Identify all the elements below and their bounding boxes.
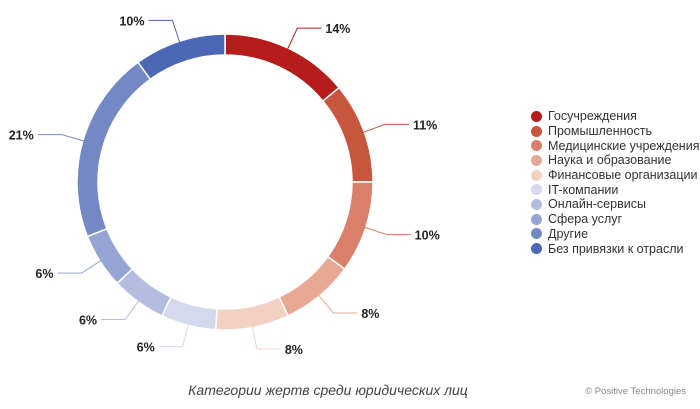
leader-line-1 (286, 27, 322, 51)
leader-line-9 (37, 134, 85, 142)
percent-label-8: 6% (35, 267, 53, 281)
legend-item-7: Онлайн-сервисы (531, 197, 699, 212)
percent-labels: 14% 11% 10% 8% 8% 6% 6% 6% 21% 10% (9, 14, 440, 357)
percent-label-4: 8% (361, 307, 379, 321)
slice-3 (326, 181, 374, 271)
legend-swatch (531, 140, 542, 152)
copyright-notice: © Positive Technologies (585, 386, 686, 397)
legend-label: Сфера услуг (548, 212, 623, 227)
legend-swatch (531, 125, 542, 137)
legend-item-2: Промышленность (531, 124, 699, 139)
slice-9 (76, 61, 152, 238)
legend-label: IT-компании (548, 182, 619, 197)
slice-1 (224, 33, 341, 103)
legend-label: Финансовые организации (548, 168, 698, 183)
legend-swatch (531, 213, 542, 225)
legend-label: Другие (548, 226, 589, 241)
chart-caption: Категории жертв среди юридических лиц (188, 382, 468, 398)
legend-label: Онлайн-сервисы (548, 197, 646, 212)
legend-label: Промышленность (548, 124, 652, 139)
percent-label-6: 6% (137, 341, 155, 355)
legend-label: Без привязки к отрасли (548, 241, 684, 256)
legend-item-10: Без привязки к отрасли (531, 241, 699, 256)
percent-label-9: 21% (9, 129, 34, 143)
legend-item-8: Сфера услуг (531, 212, 699, 227)
percent-label-3: 10% (415, 229, 440, 243)
legend-swatch (531, 184, 542, 196)
percent-label-1: 14% (325, 22, 350, 36)
leader-line-4 (317, 294, 358, 314)
leader-line-3 (363, 226, 411, 236)
legend-swatch (531, 243, 542, 255)
legend-label: Госучреждения (548, 109, 637, 124)
legend-item-9: Другие (531, 227, 699, 242)
percent-label-7: 6% (79, 314, 97, 328)
slice-2 (321, 86, 374, 183)
legend-item-6: IT-компании (531, 182, 699, 197)
legend-swatch (531, 110, 542, 122)
legend: Госучреждения Промышленность Медицинские у… (531, 109, 699, 256)
percent-label-2: 11% (413, 118, 437, 132)
donut-slices (76, 33, 374, 331)
slice-10 (136, 33, 226, 81)
legend-label: Медицинские учреждения (548, 138, 700, 153)
leader-line-5 (251, 325, 281, 350)
slice-4 (278, 255, 346, 317)
leader-line-10 (148, 19, 181, 44)
legend-item-4: Наука и образование (531, 153, 699, 168)
legend-item-5: Финансовые организации (531, 168, 699, 183)
slice-8 (86, 227, 134, 285)
leader-lines (37, 19, 411, 350)
percent-label-10: 10% (119, 14, 144, 28)
leader-line-6 (158, 323, 190, 348)
slice-6 (160, 295, 218, 331)
legend-item-3: Медицинские учреждения (531, 138, 699, 153)
slice-5 (214, 295, 290, 331)
legend-swatch (531, 169, 542, 181)
legend-item-1: Госучреждения (531, 109, 699, 124)
legend-label: Наука и образование (548, 153, 672, 168)
percent-label-5: 8% (285, 343, 303, 357)
legend-swatch (531, 198, 542, 210)
legend-swatch (531, 154, 542, 166)
legend-swatch (531, 228, 542, 240)
leader-line-7 (101, 299, 140, 321)
leader-line-8 (57, 259, 102, 274)
leader-line-2 (362, 123, 409, 134)
